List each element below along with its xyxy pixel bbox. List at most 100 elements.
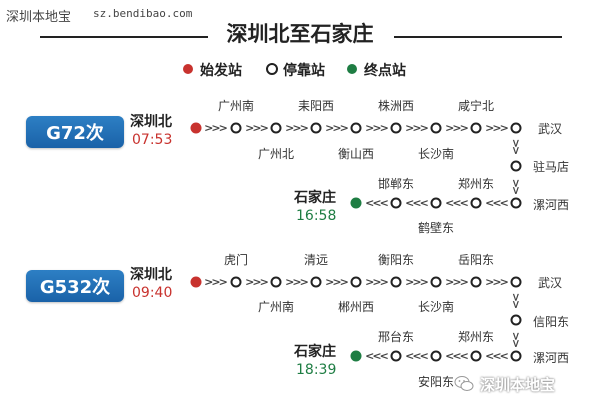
stop-ring [350, 276, 362, 288]
stop-ring [470, 122, 482, 134]
train-number-badge[interactable]: G72次 [26, 116, 124, 148]
arrow-left: <<< [405, 349, 429, 363]
arrow-right: >>> [485, 275, 509, 289]
station-label: 咸宁北 [457, 99, 495, 113]
arrow-right: >>> [325, 275, 349, 289]
legend-stop-ring [266, 63, 278, 75]
site-url[interactable]: sz.bendibao.com [93, 7, 193, 20]
arrow-right: >>> [445, 275, 469, 289]
arrow-right: >>> [325, 121, 349, 135]
terminal-dot [350, 197, 362, 209]
title-rule-left [40, 36, 208, 38]
destination-time: 16:58 [296, 208, 337, 224]
station-label: 邯郸东 [377, 177, 415, 191]
legend-terminal-label: 终点站 [364, 63, 406, 79]
stop-ring [510, 160, 522, 172]
stop-ring [510, 197, 522, 209]
arrow-right: >>> [204, 121, 228, 135]
stop-ring [510, 350, 522, 362]
origin-time: 07:53 [132, 132, 173, 148]
stop-ring [390, 197, 402, 209]
arrow-right: >>> [405, 121, 429, 135]
arrow-right: >>> [365, 275, 389, 289]
arrow-right: >>> [445, 121, 469, 135]
stop-ring [390, 276, 402, 288]
stop-ring [270, 276, 282, 288]
stop-ring [390, 350, 402, 362]
origin-station: 深圳北 [130, 267, 172, 283]
stop-ring [470, 197, 482, 209]
stop-ring [270, 122, 282, 134]
station-label: 郴州西 [337, 300, 375, 314]
station-label: 广州南 [257, 300, 295, 314]
arrow-down: >> [509, 178, 523, 194]
watermark: 深圳本地宝 [454, 372, 555, 396]
legend-terminal-dot [347, 64, 357, 74]
stop-ring [510, 276, 522, 288]
stop-ring [230, 276, 242, 288]
arrow-right: >>> [485, 121, 509, 135]
station-label: 广州南 [217, 99, 255, 113]
station-label: 衡山西 [337, 147, 375, 161]
station-label: 清远 [303, 253, 329, 267]
station-label: 鹤壁东 [417, 221, 455, 235]
arrow-right: >>> [365, 121, 389, 135]
station-label: 株洲西 [377, 99, 415, 113]
arrow-left: <<< [445, 196, 469, 210]
station-label: 信阳东 [533, 315, 570, 329]
arrow-down: >> [509, 292, 523, 308]
destination-station: 石家庄 [294, 344, 336, 360]
stop-ring [390, 122, 402, 134]
site-name: 深圳本地宝 [6, 10, 72, 25]
stop-ring [230, 122, 242, 134]
arrow-right: >>> [204, 275, 228, 289]
stop-ring [430, 122, 442, 134]
arrow-down: >> [509, 138, 523, 154]
legend: 始发站 停靠站 终点站 [0, 60, 600, 80]
station-label: 耒阳西 [297, 99, 335, 113]
station-label: 长沙南 [417, 147, 455, 161]
arrow-left: <<< [485, 196, 509, 210]
legend-stop-label: 停靠站 [283, 63, 325, 79]
legend-origin-dot [183, 64, 193, 74]
arrow-right: >>> [285, 275, 309, 289]
station-label: 驻马店 [533, 160, 570, 174]
stop-ring [430, 350, 442, 362]
train-number-badge[interactable]: G532次 [26, 270, 124, 302]
station-label: 武汉 [538, 276, 563, 290]
wechat-icon [454, 375, 474, 393]
station-label: 漯河西 [533, 351, 570, 365]
watermark-text: 深圳本地宝 [480, 375, 556, 394]
arrow-right: >>> [285, 121, 309, 135]
station-label: 安阳东 [417, 375, 455, 389]
stop-ring [510, 314, 522, 326]
station-label: 岳阳东 [457, 253, 495, 267]
stop-ring [430, 197, 442, 209]
arrow-left: <<< [365, 349, 389, 363]
station-label: 广州北 [257, 147, 295, 161]
title-rule-right [394, 36, 562, 38]
stop-ring [350, 122, 362, 134]
station-label: 衡阳东 [377, 253, 415, 267]
origin-station: 深圳北 [130, 114, 172, 130]
arrow-right: >>> [405, 275, 429, 289]
stop-ring [510, 122, 522, 134]
station-label: 郑州东 [457, 177, 495, 191]
destination-station: 石家庄 [294, 190, 336, 206]
arrow-left: <<< [365, 196, 389, 210]
station-label: 漯河西 [533, 198, 570, 212]
stop-ring [470, 350, 482, 362]
arrow-left: <<< [485, 349, 509, 363]
stop-ring [470, 276, 482, 288]
arrow-down: >> [509, 331, 523, 347]
station-label: 武汉 [538, 122, 563, 136]
origin-dot [190, 122, 202, 134]
station-label: 长沙南 [417, 300, 455, 314]
origin-time: 09:40 [132, 285, 173, 301]
stop-ring [310, 122, 322, 134]
arrow-left: <<< [405, 196, 429, 210]
arrow-right: >>> [245, 121, 269, 135]
station-label: 虎门 [223, 253, 249, 267]
legend-origin-label: 始发站 [200, 63, 242, 79]
page-title: 深圳北至石家庄 [226, 22, 374, 46]
